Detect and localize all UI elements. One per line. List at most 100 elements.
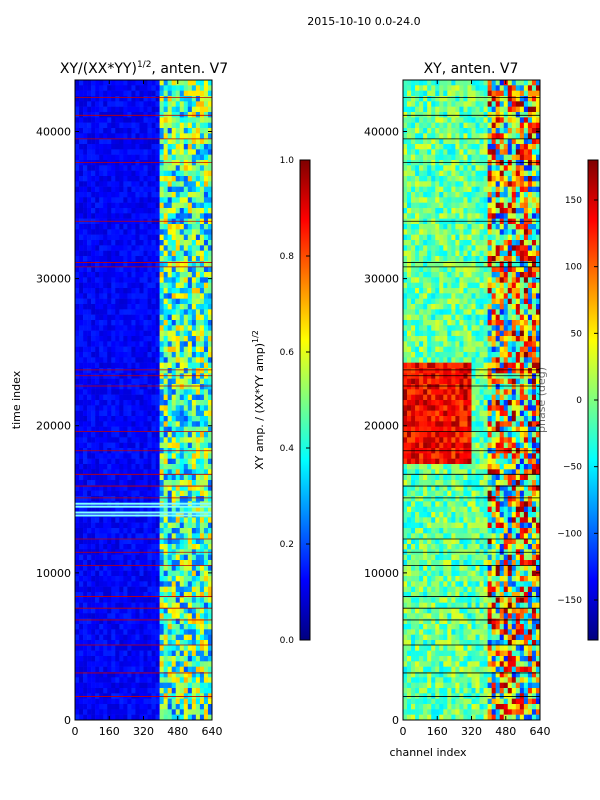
heatmap-cell bbox=[159, 368, 164, 374]
heatmap-cell bbox=[183, 426, 189, 433]
heatmap-cell bbox=[195, 234, 201, 241]
heatmap-cell bbox=[179, 256, 185, 262]
heatmap-cell bbox=[151, 672, 156, 678]
heatmap-cell bbox=[83, 682, 88, 689]
heatmap-cell bbox=[191, 277, 197, 283]
heatmap-cell bbox=[103, 373, 108, 379]
heatmap-cell bbox=[531, 85, 537, 91]
heatmap-cell bbox=[203, 202, 209, 209]
heatmap-cell bbox=[119, 538, 124, 545]
heatmap-cell bbox=[163, 410, 168, 417]
heatmap-cell bbox=[119, 560, 124, 566]
heatmap-cell bbox=[195, 80, 201, 86]
heatmap-cell bbox=[459, 96, 464, 102]
heatmap-cell bbox=[503, 181, 509, 187]
heatmap-cell bbox=[495, 128, 501, 134]
heatmap-cell bbox=[179, 624, 185, 630]
heatmap-cell bbox=[91, 688, 96, 694]
heatmap-cell bbox=[443, 128, 448, 134]
heatmap-cell bbox=[87, 496, 92, 502]
heatmap-cell bbox=[95, 133, 100, 139]
heatmap-cell bbox=[83, 650, 88, 657]
heatmap-cell bbox=[167, 144, 173, 150]
heatmap-cell bbox=[155, 282, 160, 289]
heatmap-cell bbox=[171, 165, 177, 171]
heatmap-cell bbox=[207, 458, 212, 465]
heatmap-cell bbox=[127, 677, 132, 683]
heatmap-cell bbox=[79, 709, 84, 715]
heatmap-cell bbox=[171, 85, 177, 91]
heatmap-cell bbox=[75, 261, 80, 267]
heatmap-cell bbox=[83, 464, 88, 470]
heatmap-cell bbox=[155, 464, 160, 470]
heatmap-cell bbox=[187, 485, 193, 491]
heatmap-cell bbox=[171, 346, 177, 353]
heatmap-cell bbox=[443, 197, 448, 203]
heatmap-cell bbox=[167, 565, 173, 571]
heatmap-cell bbox=[503, 112, 509, 118]
heatmap-cell bbox=[155, 133, 160, 139]
heatmap-cell bbox=[107, 400, 112, 406]
heatmap-cell bbox=[191, 170, 197, 177]
heatmap-cell bbox=[79, 608, 84, 614]
heatmap-cell bbox=[151, 426, 156, 433]
heatmap-cell bbox=[515, 96, 521, 102]
heatmap-cell bbox=[163, 645, 168, 651]
heatmap-cell bbox=[143, 85, 148, 91]
heatmap-cell bbox=[187, 106, 193, 113]
heatmap-cell bbox=[191, 224, 197, 230]
heatmap-cell bbox=[135, 250, 140, 257]
heatmap-cell bbox=[79, 698, 84, 705]
heatmap-cell bbox=[431, 154, 436, 161]
heatmap-cell bbox=[207, 442, 212, 449]
heatmap-cell bbox=[147, 144, 152, 150]
heatmap-cell bbox=[203, 405, 209, 411]
heatmap-cell bbox=[99, 410, 104, 417]
heatmap-cell bbox=[535, 138, 540, 145]
heatmap-cell bbox=[207, 373, 212, 379]
heatmap-cell bbox=[199, 266, 205, 273]
heatmap-cell bbox=[191, 517, 197, 523]
heatmap-cell bbox=[95, 554, 100, 561]
heatmap-cell bbox=[159, 304, 164, 310]
heatmap-cell bbox=[495, 117, 501, 123]
heatmap-cell bbox=[143, 453, 148, 459]
heatmap-cell bbox=[91, 608, 96, 614]
heatmap-cell bbox=[411, 149, 416, 155]
heatmap-cell bbox=[167, 213, 173, 219]
heatmap-cell bbox=[155, 426, 160, 433]
heatmap-cell bbox=[91, 272, 96, 278]
heatmap-cell bbox=[199, 202, 205, 209]
heatmap-cell bbox=[427, 101, 432, 107]
heatmap-cell bbox=[483, 202, 488, 209]
heatmap-cell bbox=[455, 176, 460, 182]
heatmap-cell bbox=[99, 293, 104, 299]
heatmap-cell bbox=[179, 325, 185, 331]
heatmap-cell bbox=[191, 416, 197, 422]
heatmap-cell bbox=[159, 384, 164, 390]
heatmap-cell bbox=[111, 608, 116, 614]
heatmap-cell bbox=[187, 528, 193, 534]
heatmap-cell bbox=[107, 261, 112, 267]
heatmap-cell bbox=[79, 122, 84, 129]
heatmap-cell bbox=[147, 474, 152, 481]
heatmap-cell bbox=[143, 240, 148, 246]
heatmap-cell bbox=[119, 544, 124, 550]
heatmap-cell bbox=[423, 101, 428, 107]
heatmap-cell bbox=[199, 330, 205, 337]
heatmap-cell bbox=[203, 613, 209, 619]
heatmap-cell bbox=[75, 608, 80, 614]
heatmap-cell bbox=[91, 117, 96, 123]
heatmap-cell bbox=[499, 128, 505, 134]
heatmap-cell bbox=[111, 197, 116, 203]
heatmap-cell bbox=[179, 282, 185, 289]
heatmap-cell bbox=[127, 245, 132, 251]
heatmap-cell bbox=[487, 160, 492, 166]
heatmap-cell bbox=[147, 442, 152, 449]
heatmap-cell bbox=[167, 229, 173, 235]
heatmap-cell bbox=[171, 714, 177, 720]
heatmap-cell bbox=[203, 538, 209, 545]
heatmap-cell bbox=[139, 597, 144, 603]
heatmap-cell bbox=[139, 106, 144, 113]
heatmap-cell bbox=[87, 165, 92, 171]
